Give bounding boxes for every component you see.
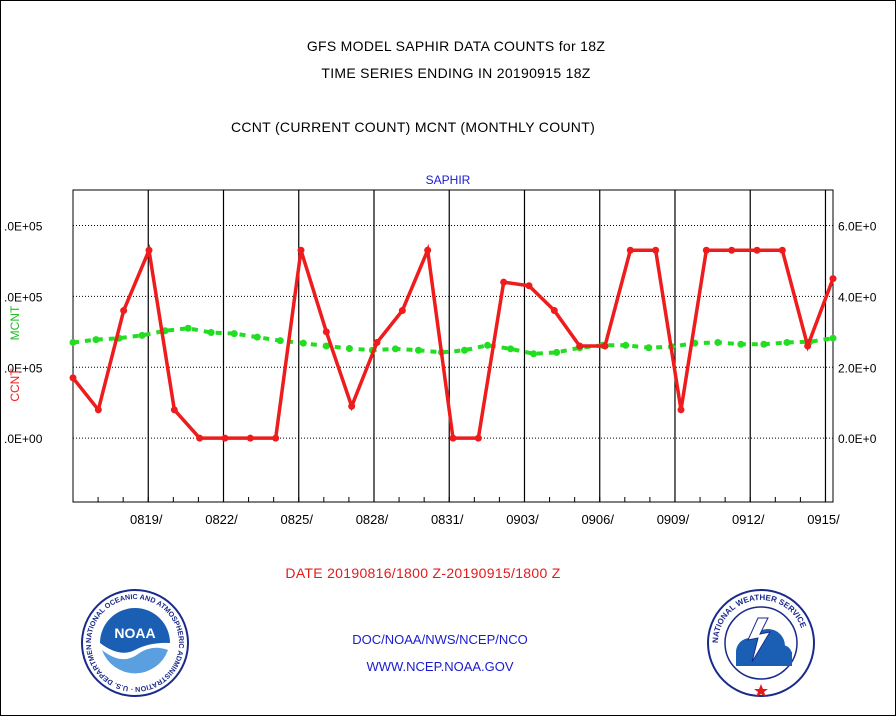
y-ticks-left: .0E+00 .0E+05 .0E+05 .0E+05	[4, 219, 43, 446]
ccnt-point-2	[120, 307, 128, 315]
ccnt-point-1	[94, 406, 102, 414]
y-tick-right-2: 4.0E+0	[838, 290, 877, 304]
date-range-label: DATE 20190816/1800 Z-20190915/1800 Z	[285, 565, 561, 581]
mcnt-point-29	[737, 340, 745, 348]
mcnt-point-17	[461, 346, 469, 354]
ccnt-point-30	[829, 275, 837, 283]
x-tick-label-1: 0822/	[205, 512, 238, 527]
ccnt-point-24	[677, 406, 685, 414]
mcnt-point-11	[322, 342, 330, 350]
ccnt-point-25	[702, 246, 710, 254]
ccnt-point-15	[449, 434, 457, 442]
mcnt-point-14	[391, 345, 399, 353]
ccnt-point-9	[297, 246, 305, 254]
mcnt-point-8	[253, 333, 261, 341]
mcnt-point-18	[484, 341, 492, 349]
plot-title: SAPHIR	[426, 173, 471, 187]
mcnt-point-31	[783, 338, 791, 346]
ccnt-point-18	[525, 282, 533, 290]
ccnt-point-19	[550, 307, 558, 315]
mcnt-point-6	[207, 329, 215, 337]
y-tick-left-0: .0E+00	[4, 432, 43, 446]
mcnt-point-25	[645, 344, 653, 352]
noaa-logo-icon: NATIONAL OCEANIC AND ATMOSPHERIC ADMINIS…	[80, 588, 189, 697]
chart-title-line1: GFS MODEL SAPHIR DATA COUNTS for 18Z	[306, 38, 606, 54]
ccnt-point-10	[322, 328, 330, 336]
chart-subtitle: CCNT (CURRENT COUNT) MCNT (MONTHLY COUNT…	[230, 119, 596, 135]
ccnt-point-6	[221, 434, 229, 442]
ccnt-point-23	[652, 246, 660, 254]
ccnt-point-11	[348, 402, 356, 410]
credit-website[interactable]: WWW.NCEP.NOAA.GOV	[366, 659, 514, 674]
ccnt-point-0	[69, 374, 77, 382]
mcnt-point-5	[184, 324, 192, 332]
ccnt-series	[69, 243, 837, 442]
ccnt-point-14	[424, 246, 432, 254]
ccnt-point-28	[778, 246, 786, 254]
ccnt-point-17	[500, 278, 508, 286]
mcnt-point-30	[760, 340, 768, 348]
plot-area	[72, 189, 834, 503]
ccnt-point-4	[170, 406, 178, 414]
credit-organization: DOC/NOAA/NWS/NCEP/NCO	[352, 632, 528, 647]
chart-title-line2: TIME SERIES ENDING IN 20190915 18Z	[321, 65, 591, 81]
x-tick-label-5: 0903/	[506, 512, 539, 527]
x-tick-label-7: 0909/	[657, 512, 690, 527]
noaa-logo-text: NOAA	[114, 625, 155, 641]
mcnt-point-10	[299, 339, 307, 347]
mcnt-point-20	[530, 350, 538, 358]
mcnt-point-3	[138, 331, 146, 339]
mcnt-point-24	[622, 341, 630, 349]
ccnt-point-26	[728, 246, 736, 254]
y-tick-left-2: .0E+05	[4, 290, 43, 304]
nws-logo-icon: NATIONAL WEATHER SERVICE	[707, 589, 815, 697]
ccnt-point-12	[373, 338, 381, 346]
y-ticks-right: 0.0E+0 2.0E+0 4.0E+0 6.0E+0	[838, 219, 877, 446]
mcnt-point-15	[414, 346, 422, 354]
mcnt-point-21	[553, 348, 561, 356]
date-gridlines	[72, 190, 827, 502]
ccnt-point-13	[398, 307, 406, 315]
x-tick-label-9: 0915/	[807, 512, 840, 527]
y-tick-left-1: .0E+05	[4, 361, 43, 375]
ylabel-ccnt: CCNT	[8, 368, 22, 402]
ylabel-mcnt: MCNT	[8, 305, 22, 340]
mcnt-point-9	[276, 337, 284, 345]
x-tick-label-8: 0912/	[732, 512, 765, 527]
mcnt-point-19	[507, 345, 515, 353]
y-tick-right-1: 2.0E+0	[838, 361, 877, 375]
ccnt-point-8	[272, 434, 280, 442]
x-tick-label-3: 0828/	[356, 512, 389, 527]
ccnt-point-27	[753, 246, 761, 254]
mcnt-point-28	[714, 338, 722, 346]
y-tick-left-3: .0E+05	[4, 219, 43, 233]
ccnt-point-5	[196, 434, 204, 442]
mcnt-point-0	[69, 338, 77, 346]
ccnt-point-7	[246, 434, 254, 442]
mcnt-series	[69, 324, 837, 358]
ccnt-point-29	[804, 342, 812, 350]
ccnt-point-21	[601, 342, 609, 350]
chart-grid	[73, 224, 833, 439]
ccnt-point-20	[576, 342, 584, 350]
x-tick-label-2: 0825/	[280, 512, 313, 527]
mcnt-line	[72, 326, 834, 356]
mcnt-point-7	[230, 330, 238, 338]
mcnt-point-1	[92, 336, 100, 344]
y-tick-right-0: 0.0E+0	[838, 432, 877, 446]
y-tick-right-3: 6.0E+0	[838, 219, 877, 233]
x-tick-label-6: 0906/	[581, 512, 614, 527]
mcnt-point-33	[829, 334, 837, 342]
mcnt-point-12	[345, 344, 353, 352]
x-tick-label-0: 0819/	[130, 512, 163, 527]
x-tick-label-4: 0831/	[431, 512, 464, 527]
ccnt-point-16	[474, 434, 482, 442]
x-ticks: 0819/0822/0825/0828/0831/0903/0906/0909/…	[130, 512, 840, 527]
ccnt-point-22	[626, 246, 634, 254]
ccnt-point-3	[145, 246, 153, 254]
